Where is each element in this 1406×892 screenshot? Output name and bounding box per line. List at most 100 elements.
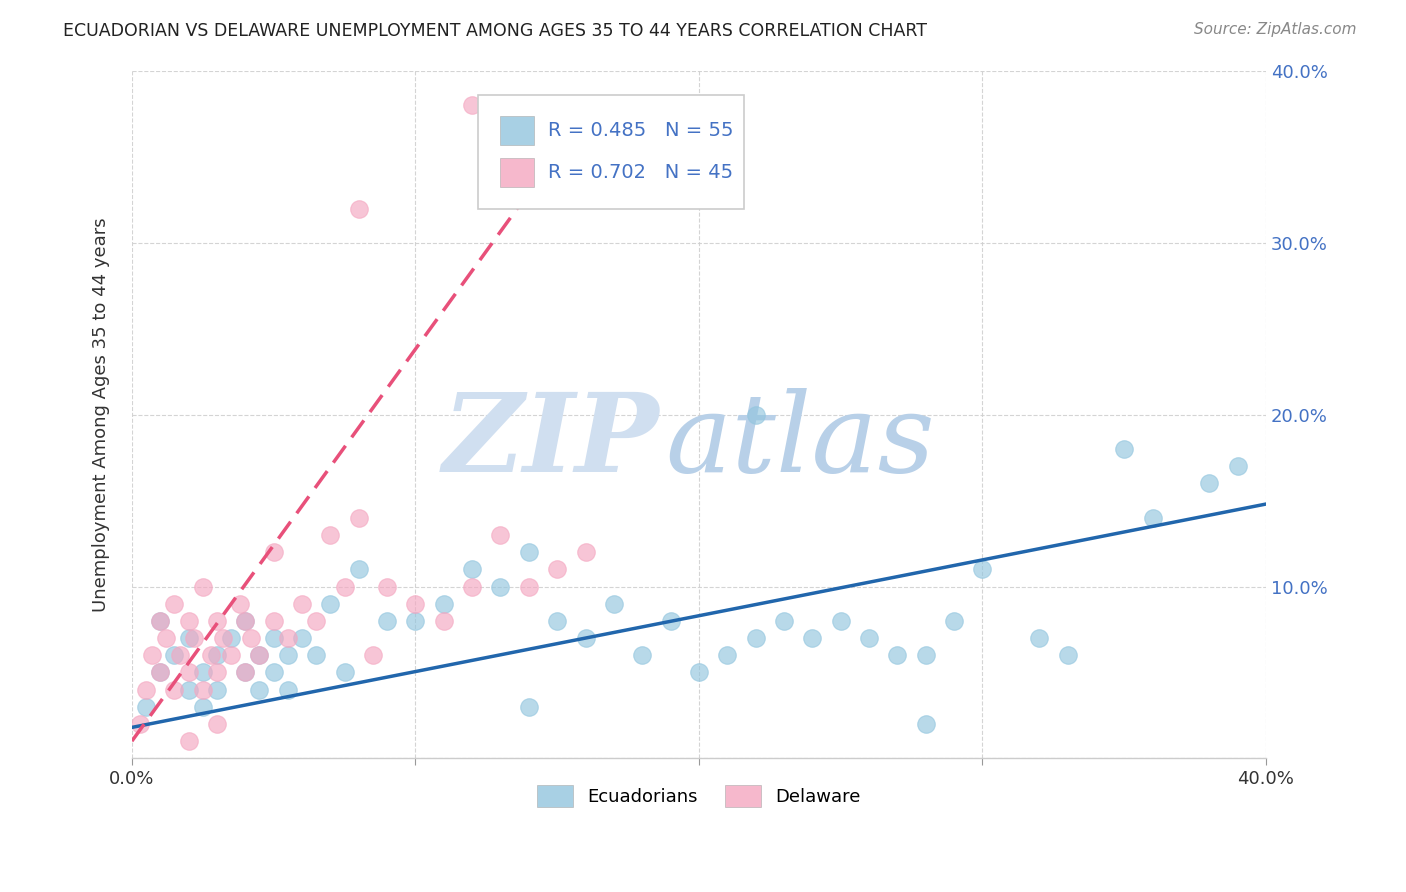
- Point: [219, 631, 242, 645]
- Point: [211, 631, 233, 645]
- Point: [263, 631, 285, 645]
- Point: [375, 614, 398, 628]
- Point: [489, 580, 512, 594]
- Point: [631, 648, 654, 663]
- Point: [277, 648, 299, 663]
- Point: [163, 597, 186, 611]
- Point: [333, 665, 356, 680]
- Point: [305, 648, 328, 663]
- Point: [233, 614, 256, 628]
- Legend: Ecuadorians, Delaware: Ecuadorians, Delaware: [530, 778, 868, 814]
- Point: [914, 648, 936, 663]
- Point: [347, 510, 370, 524]
- Point: [177, 631, 200, 645]
- Point: [183, 631, 205, 645]
- Point: [177, 734, 200, 748]
- Point: [191, 665, 214, 680]
- Point: [886, 648, 908, 663]
- Point: [239, 631, 262, 645]
- Point: [141, 648, 163, 663]
- Point: [233, 665, 256, 680]
- Point: [659, 614, 682, 628]
- Point: [517, 545, 540, 559]
- Point: [914, 717, 936, 731]
- Point: [205, 648, 228, 663]
- FancyBboxPatch shape: [478, 95, 744, 209]
- Point: [546, 562, 568, 576]
- Point: [574, 631, 596, 645]
- Point: [163, 648, 186, 663]
- Point: [319, 528, 342, 542]
- Point: [603, 597, 626, 611]
- Text: atlas: atlas: [665, 388, 935, 496]
- Point: [801, 631, 824, 645]
- Point: [305, 614, 328, 628]
- Point: [149, 665, 172, 680]
- Point: [433, 597, 456, 611]
- Point: [219, 648, 242, 663]
- Point: [249, 682, 271, 697]
- Point: [200, 648, 222, 663]
- Point: [744, 408, 766, 422]
- Point: [404, 597, 426, 611]
- Point: [361, 648, 384, 663]
- Point: [129, 717, 152, 731]
- Point: [177, 665, 200, 680]
- Point: [135, 699, 157, 714]
- Point: [263, 665, 285, 680]
- Point: [263, 545, 285, 559]
- Point: [574, 545, 596, 559]
- Point: [461, 580, 484, 594]
- Text: R = 0.485   N = 55: R = 0.485 N = 55: [548, 121, 734, 140]
- Point: [177, 614, 200, 628]
- Point: [228, 597, 250, 611]
- Point: [277, 682, 299, 697]
- Point: [149, 614, 172, 628]
- Point: [830, 614, 852, 628]
- Text: ZIP: ZIP: [443, 388, 659, 496]
- Point: [773, 614, 796, 628]
- Point: [191, 580, 214, 594]
- Point: [233, 614, 256, 628]
- Point: [461, 98, 484, 112]
- Point: [972, 562, 994, 576]
- Point: [319, 597, 342, 611]
- FancyBboxPatch shape: [501, 117, 534, 145]
- Point: [858, 631, 880, 645]
- Point: [517, 580, 540, 594]
- Point: [191, 699, 214, 714]
- Point: [135, 682, 157, 697]
- Text: R = 0.702   N = 45: R = 0.702 N = 45: [548, 162, 733, 182]
- Point: [291, 631, 314, 645]
- Point: [1028, 631, 1050, 645]
- Point: [249, 648, 271, 663]
- Point: [517, 699, 540, 714]
- Point: [404, 614, 426, 628]
- Text: Source: ZipAtlas.com: Source: ZipAtlas.com: [1194, 22, 1357, 37]
- Point: [169, 648, 191, 663]
- Point: [205, 717, 228, 731]
- Point: [149, 665, 172, 680]
- Point: [716, 648, 738, 663]
- Point: [1226, 459, 1249, 474]
- Text: ECUADORIAN VS DELAWARE UNEMPLOYMENT AMONG AGES 35 TO 44 YEARS CORRELATION CHART: ECUADORIAN VS DELAWARE UNEMPLOYMENT AMON…: [63, 22, 928, 40]
- Point: [263, 614, 285, 628]
- Point: [489, 528, 512, 542]
- Point: [375, 580, 398, 594]
- FancyBboxPatch shape: [501, 158, 534, 186]
- Point: [205, 682, 228, 697]
- Point: [277, 631, 299, 645]
- Y-axis label: Unemployment Among Ages 35 to 44 years: Unemployment Among Ages 35 to 44 years: [93, 218, 110, 612]
- Point: [233, 665, 256, 680]
- Point: [249, 648, 271, 663]
- Point: [1142, 510, 1164, 524]
- Point: [1198, 476, 1220, 491]
- Point: [1114, 442, 1136, 456]
- Point: [155, 631, 177, 645]
- Point: [177, 682, 200, 697]
- Point: [433, 614, 456, 628]
- Point: [688, 665, 710, 680]
- Point: [744, 631, 766, 645]
- Point: [943, 614, 966, 628]
- Point: [1056, 648, 1078, 663]
